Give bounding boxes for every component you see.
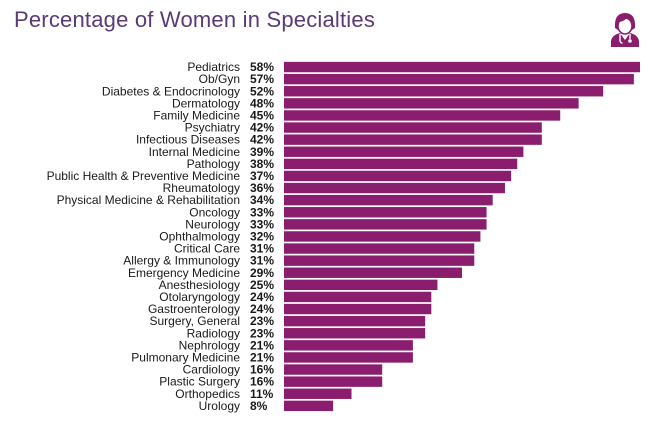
value-label-urology: 8%	[250, 399, 268, 413]
category-label-ob-gyn: Ob/Gyn	[199, 72, 240, 86]
category-label-critical-care: Critical Care	[174, 242, 240, 256]
doctor-icon	[611, 13, 639, 47]
bar-cardiology	[284, 364, 383, 375]
category-label-nephrology: Nephrology	[179, 338, 240, 352]
value-label-otolaryngology: 24%	[250, 290, 274, 304]
bar-orthopedics	[284, 388, 352, 399]
bar-allergy-and-immunology	[284, 255, 475, 266]
value-label-public-health-and-preventive-medicine: 37%	[250, 169, 274, 183]
bar-infectious-diseases	[284, 134, 542, 145]
bar-ob-gyn	[284, 73, 634, 85]
value-label-ophthalmology: 32%	[250, 229, 274, 243]
value-label-radiology: 23%	[250, 326, 274, 340]
bar-nephrology	[284, 340, 413, 351]
value-label-oncology: 33%	[250, 205, 274, 219]
bar-plastic-surgery	[284, 376, 383, 387]
value-label-anesthesiology: 25%	[250, 278, 274, 292]
category-label-otolaryngology: Otolaryngology	[159, 290, 240, 304]
value-label-plastic-surgery: 16%	[250, 375, 274, 389]
category-label-ophthalmology: Ophthalmology	[159, 229, 240, 243]
bar-rheumatology	[284, 182, 505, 194]
bar-pediatrics	[284, 61, 640, 73]
value-label-nephrology: 21%	[250, 338, 274, 352]
category-label-radiology: Radiology	[187, 326, 240, 340]
category-label-gastroenterology: Gastroenterology	[148, 302, 240, 316]
category-label-pathology: Pathology	[187, 157, 240, 171]
bar-urology	[284, 400, 334, 412]
value-label-diabetes-and-endocrinology: 52%	[250, 84, 274, 98]
value-label-infectious-diseases: 42%	[250, 133, 274, 147]
bar-neurology	[284, 219, 487, 230]
category-label-diabetes-and-endocrinology: Diabetes & Endocrinology	[102, 84, 240, 98]
bar-family-medicine	[284, 110, 561, 121]
bar-anesthesiology	[284, 279, 438, 291]
bar-pathology	[284, 158, 518, 170]
category-label-pediatrics: Pediatrics	[187, 60, 240, 74]
category-label-public-health-and-preventive-medicine: Public Health & Preventive Medicine	[47, 169, 241, 183]
value-label-gastroenterology: 24%	[250, 302, 274, 316]
value-label-pulmonary-medicine: 21%	[250, 350, 274, 364]
category-label-urology: Urology	[199, 399, 240, 413]
value-label-neurology: 33%	[250, 217, 274, 231]
value-label-surgery-general: 23%	[250, 314, 274, 328]
category-label-emergency-medicine: Emergency Medicine	[128, 266, 240, 280]
category-label-infectious-diseases: Infectious Diseases	[136, 133, 240, 147]
category-label-pulmonary-medicine: Pulmonary Medicine	[131, 350, 240, 364]
category-label-surgery-general: Surgery, General	[150, 314, 241, 328]
category-label-psychiatry: Psychiatry	[185, 121, 240, 135]
chart-title: Percentage of Women in Specialties	[14, 7, 376, 32]
value-label-emergency-medicine: 29%	[250, 266, 274, 280]
bar-diabetes-and-endocrinology	[284, 86, 604, 97]
value-label-pediatrics: 58%	[250, 60, 274, 74]
value-label-psychiatry: 42%	[250, 121, 274, 135]
value-label-allergy-and-immunology: 31%	[250, 254, 274, 268]
bar-public-health-and-preventive-medicine	[284, 170, 512, 182]
value-label-rheumatology: 36%	[250, 181, 274, 195]
category-label-oncology: Oncology	[189, 205, 240, 219]
category-label-family-medicine: Family Medicine	[153, 108, 240, 122]
category-label-allergy-and-immunology: Allergy & Immunology	[123, 254, 240, 268]
value-label-family-medicine: 45%	[250, 108, 274, 122]
category-label-physical-medicine-and-rehabilitation: Physical Medicine & Rehabilitation	[57, 193, 240, 207]
bar-pulmonary-medicine	[284, 352, 413, 363]
value-label-physical-medicine-and-rehabilitation: 34%	[250, 193, 274, 207]
value-label-critical-care: 31%	[250, 242, 274, 256]
category-label-neurology: Neurology	[185, 217, 240, 231]
category-label-plastic-surgery: Plastic Surgery	[159, 375, 240, 389]
bar-ophthalmology	[284, 231, 481, 242]
bar-critical-care	[284, 243, 475, 254]
value-label-internal-medicine: 39%	[250, 145, 274, 159]
value-label-dermatology: 48%	[250, 96, 274, 110]
bar-physical-medicine-and-rehabilitation	[284, 194, 493, 206]
bar-emergency-medicine	[284, 267, 462, 278]
category-label-cardiology: Cardiology	[183, 363, 240, 377]
bar-surgery-general	[284, 315, 426, 327]
bar-radiology	[284, 328, 426, 339]
bar-otolaryngology	[284, 291, 432, 303]
bar-dermatology	[284, 98, 579, 109]
bar-psychiatry	[284, 122, 542, 133]
category-label-internal-medicine: Internal Medicine	[149, 145, 241, 159]
category-label-dermatology: Dermatology	[172, 96, 240, 110]
value-label-cardiology: 16%	[250, 363, 274, 377]
category-label-orthopedics: Orthopedics	[175, 387, 240, 401]
category-label-rheumatology: Rheumatology	[163, 181, 240, 195]
category-label-anesthesiology: Anesthesiology	[159, 278, 240, 292]
bar-oncology	[284, 207, 487, 218]
value-label-pathology: 38%	[250, 157, 274, 171]
value-label-ob-gyn: 57%	[250, 72, 274, 86]
bar-gastroenterology	[284, 303, 432, 315]
bar-internal-medicine	[284, 146, 524, 157]
value-label-orthopedics: 11%	[250, 387, 274, 401]
